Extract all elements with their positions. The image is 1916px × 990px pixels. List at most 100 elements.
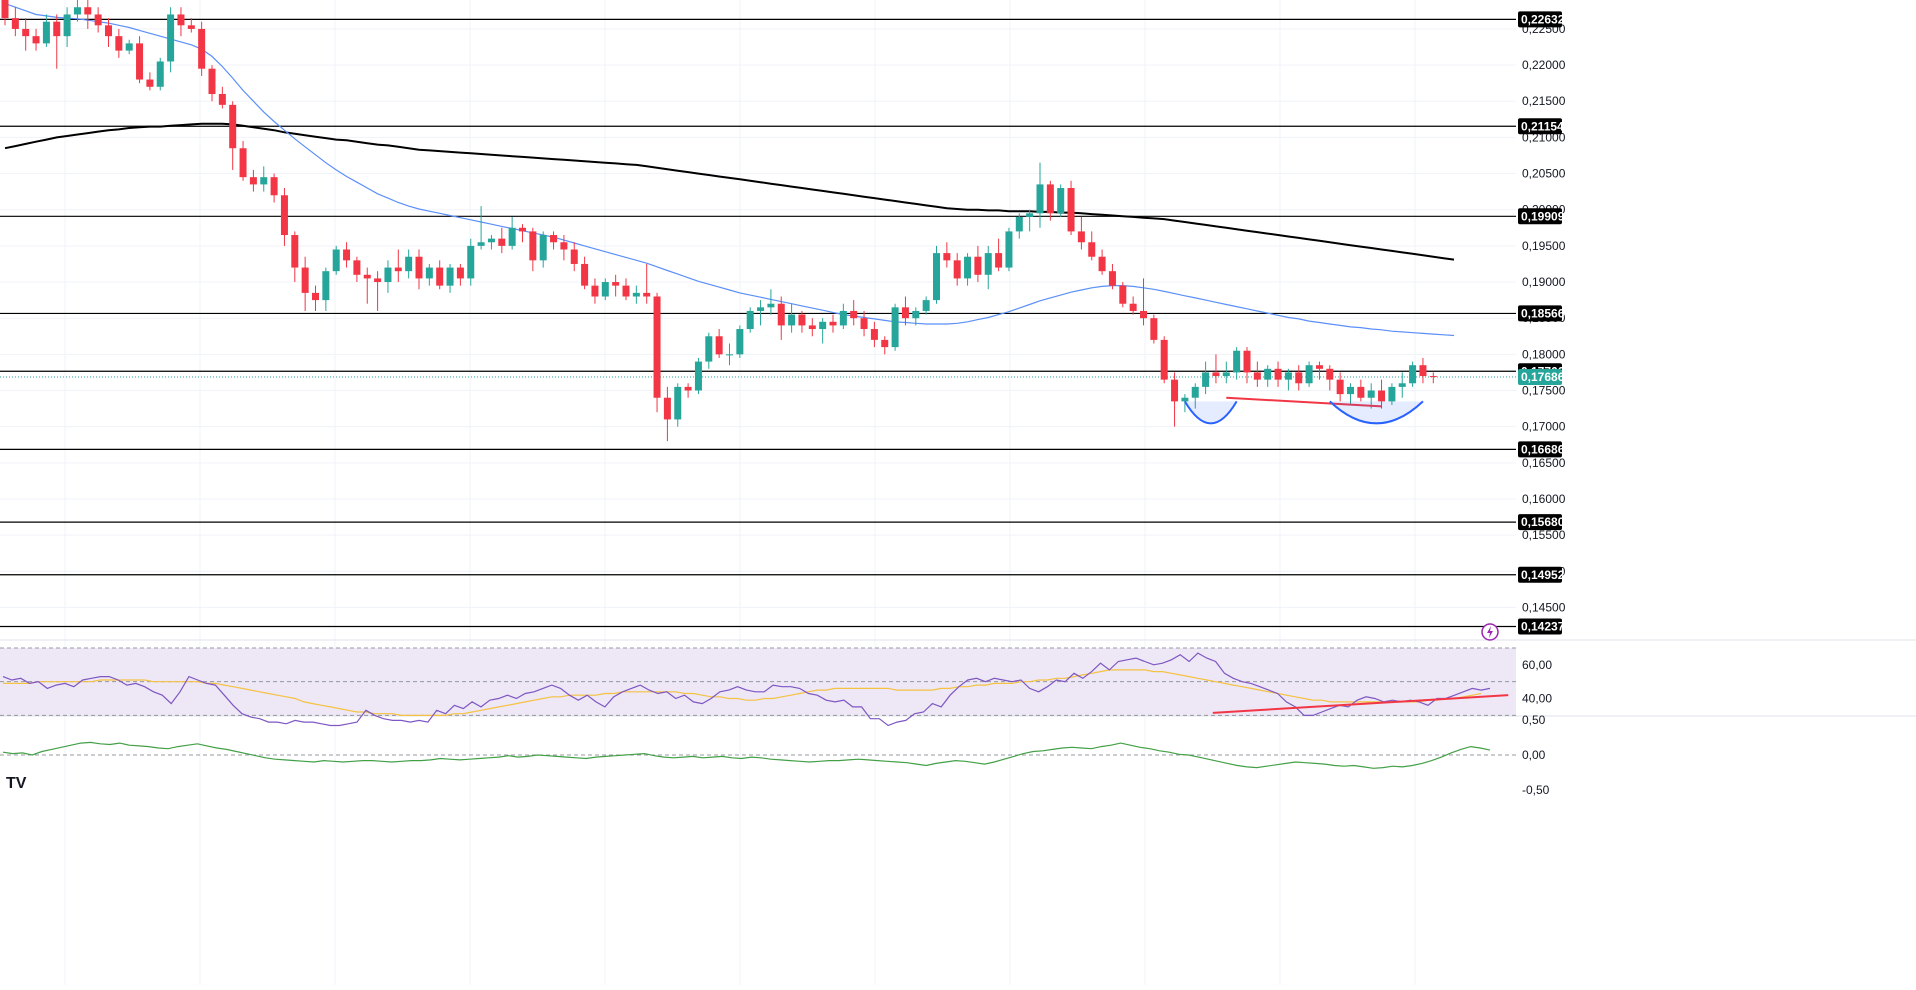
candle-body <box>1181 397 1189 402</box>
candle-body <box>746 310 754 330</box>
candle-body <box>684 386 692 391</box>
candle <box>715 329 723 358</box>
candle-body <box>405 256 413 272</box>
candle <box>1005 227 1013 272</box>
candle <box>860 310 868 337</box>
candle <box>622 278 630 301</box>
candle-body <box>1026 213 1034 217</box>
candle-body <box>1202 372 1210 387</box>
price-tick-label: 0,22000 <box>1522 58 1566 72</box>
candle <box>1067 180 1075 236</box>
candle <box>73 0 81 22</box>
candle-body <box>1305 365 1313 384</box>
level-price-label: 0,16686 <box>1521 442 1565 456</box>
candle-body <box>891 307 899 348</box>
candle-body <box>953 260 961 279</box>
candle <box>1 0 9 26</box>
candle-body <box>1 0 9 19</box>
level-price-tag <box>1518 118 1562 135</box>
candle-body <box>1326 368 1334 380</box>
candle-body <box>249 177 257 185</box>
candle <box>229 101 237 170</box>
candle-body <box>560 242 568 250</box>
candle-body <box>1067 188 1075 232</box>
candle <box>353 256 361 283</box>
candle <box>974 245 982 283</box>
candle-body <box>1398 383 1406 387</box>
candle <box>581 256 589 290</box>
candle-body <box>591 285 599 297</box>
candle <box>1253 361 1261 387</box>
candle-body <box>550 235 558 243</box>
candle <box>757 300 765 326</box>
candle <box>529 227 537 272</box>
candle-body <box>32 36 40 44</box>
candle <box>777 296 785 340</box>
candle-body <box>1429 376 1437 378</box>
candle-body <box>322 271 330 301</box>
candle <box>115 28 123 58</box>
candle-body <box>1336 379 1344 395</box>
candle-body <box>477 242 485 246</box>
candle <box>394 249 402 283</box>
candle <box>136 36 144 84</box>
ui-overlay: TV <box>6 623 1499 792</box>
rsi-signal-line <box>3 669 1482 717</box>
candle-body <box>446 267 454 286</box>
candle-body <box>1129 303 1137 311</box>
candle <box>177 7 185 37</box>
candle <box>1160 336 1168 384</box>
candle-body <box>343 249 351 261</box>
tradingview-logo: TV <box>6 775 27 792</box>
candle-body <box>374 278 382 283</box>
candle-body <box>42 21 50 44</box>
candle-body <box>850 310 858 319</box>
candle <box>1119 282 1127 308</box>
candle-body <box>105 25 112 37</box>
candle-body <box>881 339 889 348</box>
oscillator-pane <box>0 741 1516 769</box>
candle-body <box>177 14 185 26</box>
candle <box>591 278 599 304</box>
candle-body <box>922 300 930 311</box>
lightning-icon[interactable] <box>1481 623 1499 641</box>
candle <box>1129 296 1137 315</box>
candle-body <box>156 61 164 87</box>
candle <box>570 242 578 272</box>
candle-body <box>1015 216 1023 232</box>
candle-body <box>1264 368 1272 380</box>
candle <box>94 7 102 33</box>
candle <box>819 318 827 344</box>
candle <box>550 231 558 250</box>
candle <box>829 314 837 333</box>
level-price-tag <box>1518 441 1562 458</box>
candle <box>1305 361 1313 387</box>
candle <box>1264 365 1272 387</box>
candle <box>270 173 278 203</box>
candle <box>63 7 71 48</box>
candle <box>726 343 733 366</box>
price-axis[interactable]: 0,225000,220000,215000,210000,205000,200… <box>1518 11 1566 797</box>
candle <box>933 245 940 304</box>
lightning-icon-glyph[interactable] <box>1487 626 1493 638</box>
candle-body <box>622 285 630 297</box>
candle-body <box>53 21 61 37</box>
candle-body <box>539 235 547 261</box>
price-tick-label: 0,19000 <box>1522 275 1566 289</box>
candle <box>1409 361 1417 387</box>
candle <box>477 206 485 250</box>
level-price-tag <box>1518 208 1562 225</box>
candle-body <box>798 314 806 326</box>
candle <box>1429 372 1437 384</box>
price-tick-label: 0,19500 <box>1522 239 1566 253</box>
candle-body <box>260 177 268 185</box>
candle-body <box>384 267 392 283</box>
candle <box>788 303 796 333</box>
candle-body <box>136 43 144 80</box>
candle <box>1243 347 1251 384</box>
candle <box>384 260 392 293</box>
candle <box>467 238 475 286</box>
candle-body <box>757 307 765 311</box>
level-price-label: 0,22632 <box>1521 12 1565 26</box>
